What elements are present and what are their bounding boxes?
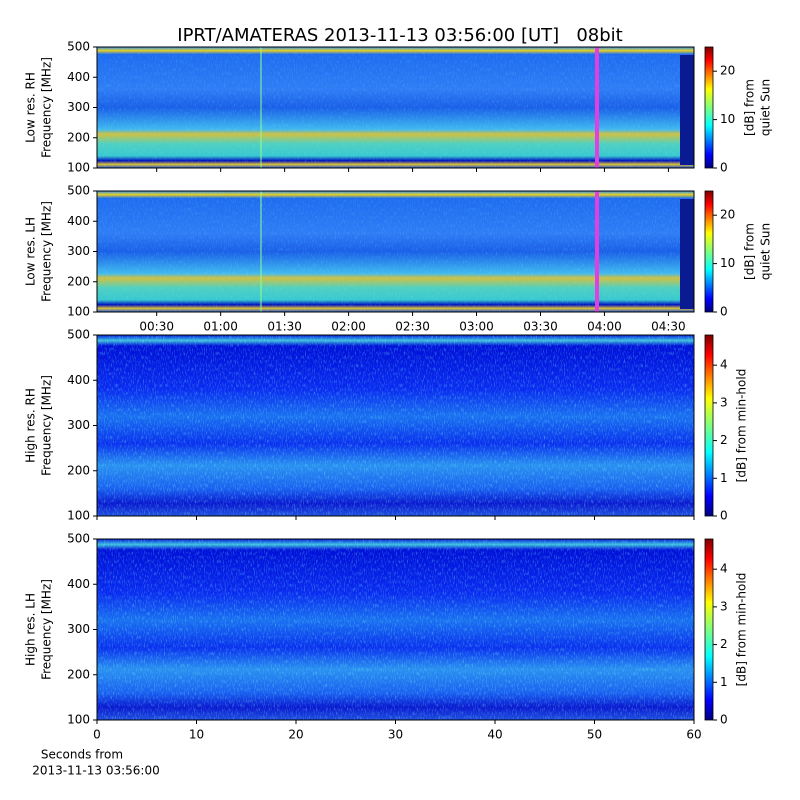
y-axis-label: Frequency [MHz] <box>40 57 54 158</box>
colorbar-tick-label: 1 <box>720 471 728 485</box>
x-tick-label: 02:30 <box>395 320 430 334</box>
y-tick-label: 200 <box>67 667 90 681</box>
y-tick-label: 100 <box>67 713 90 727</box>
x-tick-label: 0 <box>93 728 101 742</box>
colorbar-label: [dB] from min-hold <box>735 573 749 687</box>
x-tick-label: 20 <box>288 728 303 742</box>
colorbar-tick-label: 2 <box>720 637 728 651</box>
spectrogram-gap <box>680 199 694 309</box>
y-tick-label: 300 <box>67 100 90 114</box>
y-tick-label: 200 <box>67 463 90 477</box>
y-tick-label: 400 <box>67 373 90 387</box>
x-axis-label: 2013-11-13 03:56:00 <box>32 764 159 778</box>
colorbar-label: [dB] from min-hold <box>735 369 749 483</box>
spectrogram-texture <box>97 191 694 312</box>
y-tick-label: 300 <box>67 622 90 636</box>
colorbar <box>704 190 714 313</box>
x-tick-label: 01:00 <box>203 320 238 334</box>
x-tick-label: 01:30 <box>267 320 302 334</box>
spectrogram-texture <box>97 335 694 516</box>
colorbar-tick-label: 0 <box>720 713 728 727</box>
x-tick-label: 04:30 <box>651 320 686 334</box>
y-axis-label: High res. RH <box>24 388 38 463</box>
y-axis-label: Frequency [MHz] <box>40 375 54 476</box>
y-axis-label: Frequency [MHz] <box>40 579 54 680</box>
y-tick-label: 200 <box>67 130 90 144</box>
spectrogram-marker <box>595 47 599 168</box>
colorbar-label: [dB] from <box>743 223 757 280</box>
colorbar-tick-label: 3 <box>720 395 728 409</box>
x-axis-label: Seconds from <box>41 748 123 762</box>
colorbar-tick-label: 2 <box>720 433 728 447</box>
y-tick-label: 300 <box>67 244 90 258</box>
y-tick-label: 300 <box>67 418 90 432</box>
y-tick-label: 100 <box>67 509 90 523</box>
colorbar-tick-label: 0 <box>720 305 728 319</box>
y-tick-label: 500 <box>67 184 90 198</box>
y-tick-label: 200 <box>67 274 90 288</box>
y-tick-label: 400 <box>67 214 90 228</box>
colorbar-tick-label: 4 <box>720 562 728 576</box>
colorbar <box>704 334 714 517</box>
colorbar-label: quiet Sun <box>759 79 773 136</box>
x-tick-label: 40 <box>487 728 502 742</box>
chart-title: IPRT/AMATERAS 2013-11-13 03:56:00 [UT] 0… <box>177 25 622 46</box>
heatmap-backgrounds <box>97 47 694 720</box>
y-tick-label: 500 <box>67 328 90 342</box>
colorbar-tick-label: 4 <box>720 358 728 372</box>
y-axis-label: Low res. RH <box>24 72 38 143</box>
y-tick-label: 100 <box>67 305 90 319</box>
y-tick-label: 500 <box>67 40 90 54</box>
spectrogram-gap <box>680 55 694 165</box>
colorbar-label: quiet Sun <box>759 223 773 280</box>
spectrogram-texture <box>97 47 694 168</box>
x-tick-label: 04:00 <box>587 320 622 334</box>
colorbar-tick-label: 20 <box>720 208 735 222</box>
spectrogram-marker <box>595 191 599 312</box>
x-tick-label: 30 <box>388 728 403 742</box>
x-tick-label: 02:00 <box>331 320 366 334</box>
colorbar-tick-label: 10 <box>720 256 735 270</box>
x-tick-label: 00:30 <box>139 320 174 334</box>
colorbar-tick-label: 0 <box>720 161 728 175</box>
y-axis-label: Frequency [MHz] <box>40 201 54 302</box>
colorbar <box>704 46 714 169</box>
colorbar <box>704 538 714 721</box>
colorbar-label: [dB] from <box>743 79 757 136</box>
colorbar-tick-label: 20 <box>720 64 735 78</box>
y-tick-label: 400 <box>67 577 90 591</box>
x-tick-label: 50 <box>587 728 602 742</box>
y-tick-label: 400 <box>67 70 90 84</box>
y-tick-label: 500 <box>67 532 90 546</box>
x-tick-label: 10 <box>189 728 204 742</box>
x-tick-label: 03:30 <box>523 320 558 334</box>
y-axis-label: Low res. LH <box>24 217 38 286</box>
colorbar-tick-label: 3 <box>720 599 728 613</box>
x-tick-label: 60 <box>686 728 701 742</box>
y-tick-label: 100 <box>67 161 90 175</box>
colorbar-tick-label: 1 <box>720 675 728 689</box>
spectrogram-texture <box>97 539 694 720</box>
y-axis-label: High res. LH <box>24 593 38 666</box>
colorbar-tick-label: 0 <box>720 509 728 523</box>
x-tick-label: 03:00 <box>459 320 494 334</box>
colorbar-tick-label: 10 <box>720 112 735 126</box>
